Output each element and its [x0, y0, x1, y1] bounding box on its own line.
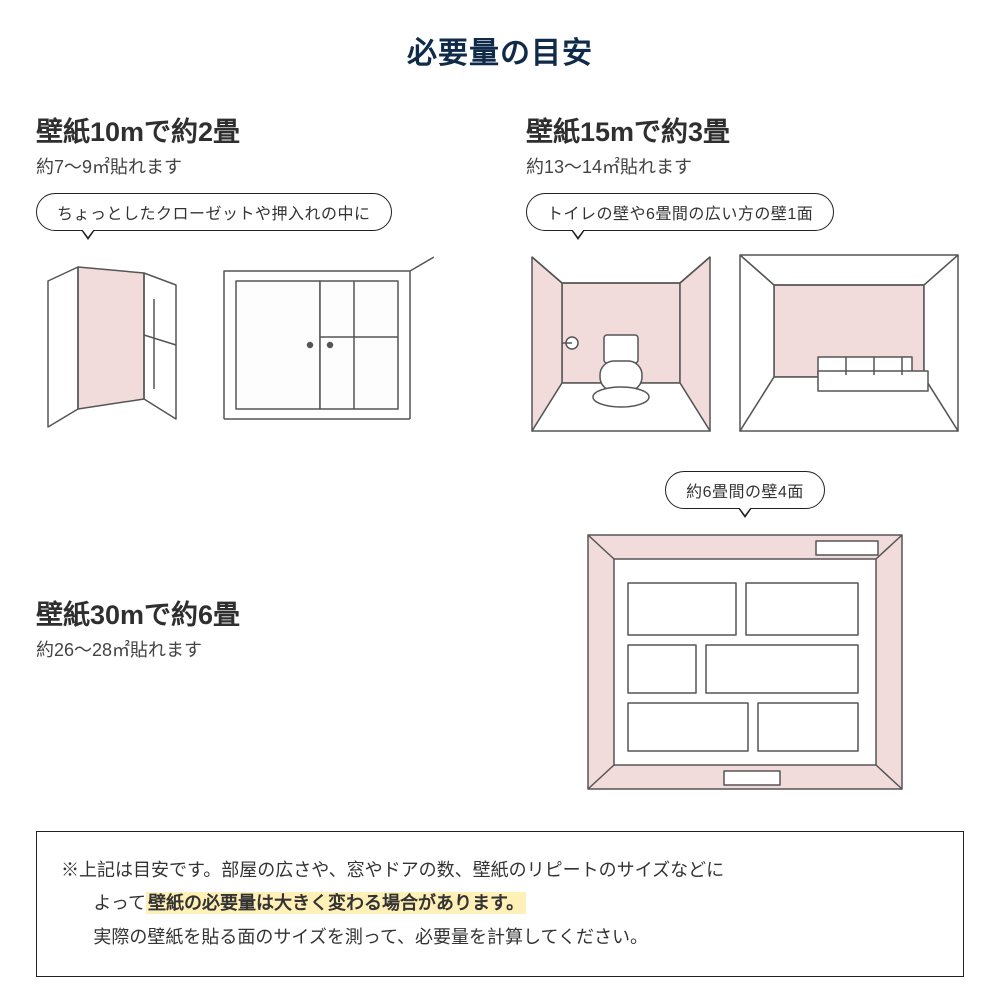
heading-15m: 壁紙15mで約3畳 — [526, 110, 964, 149]
page-title: 必要量の目安 — [36, 28, 964, 72]
room-one-wall-icon — [734, 249, 964, 439]
note-box: ※上記は目安です。部屋の広さや、窓やドアの数、壁紙のリピートのサイズなどに よっ… — [36, 831, 964, 977]
sections-grid: 壁紙10mで約2畳 約7～9㎡貼れます ちょっとしたクローゼットや押入れの中に — [36, 110, 964, 797]
section-15m: 壁紙15mで約3畳 約13～14㎡貼れます トイレの壁や6畳間の広い方の壁1面 — [526, 110, 964, 439]
oshiire-icon — [214, 249, 434, 429]
bubble-30m: 約6畳間の壁4面 — [665, 471, 825, 509]
heading-10m: 壁紙10mで約2畳 — [36, 110, 474, 149]
room-plan-icon — [580, 527, 910, 797]
note-highlight: 壁紙の必要量は大きく変わる場合があります。 — [146, 892, 526, 914]
sub-30m: 約26～28㎡貼れます — [36, 636, 474, 662]
bubble-15m: トイレの壁や6畳間の広い方の壁1面 — [526, 193, 834, 231]
heading-30m: 壁紙30mで約6畳 — [36, 593, 474, 632]
note-line2-wrap: よって壁紙の必要量は大きく変わる場合があります。 — [61, 887, 939, 920]
closet-icon — [36, 249, 196, 429]
section-10m: 壁紙10mで約2畳 約7～9㎡貼れます ちょっとしたクローゼットや押入れの中に — [36, 110, 474, 439]
illus-row-10m — [36, 249, 474, 429]
note-line3: 実際の壁紙を貼る面のサイズを測って、必要量を計算してください。 — [61, 921, 939, 954]
bubble-10m: ちょっとしたクローゼットや押入れの中に — [36, 193, 392, 231]
sub-10m: 約7～9㎡貼れます — [36, 153, 474, 179]
sub-15m: 約13～14㎡貼れます — [526, 153, 964, 179]
note-line1: ※上記は目安です。部屋の広さや、窓やドアの数、壁紙のリピートのサイズなどに — [61, 860, 724, 880]
toilet-room-icon — [526, 249, 716, 439]
note-line2-prefix: よって — [93, 893, 146, 913]
illus-row-15m — [526, 249, 964, 439]
section-30m: 壁紙30mで約6畳 約26～28㎡貼れます — [36, 593, 474, 676]
section-30m-illus: 約6畳間の壁4面 — [526, 471, 964, 797]
